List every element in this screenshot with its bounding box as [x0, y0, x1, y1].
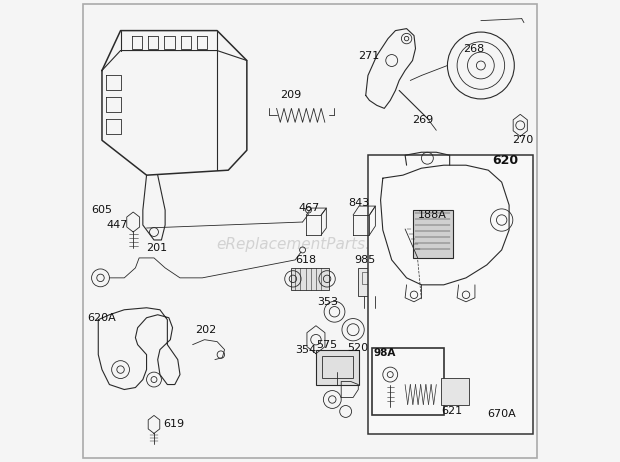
Text: 271: 271 [358, 50, 379, 61]
Text: 843: 843 [348, 198, 370, 208]
Text: 520: 520 [347, 343, 368, 353]
Text: eReplacementParts.com: eReplacementParts.com [216, 237, 404, 252]
Bar [371, 347, 444, 415]
Bar [322, 356, 353, 377]
Bar [362, 272, 378, 284]
Text: 618: 618 [295, 255, 316, 265]
Text: 605: 605 [91, 205, 112, 215]
Text: 620: 620 [492, 154, 518, 167]
Bar [368, 155, 533, 434]
Text: 447: 447 [107, 220, 128, 230]
Bar [358, 268, 383, 296]
Text: 985: 985 [355, 255, 376, 265]
Text: 188A: 188A [418, 210, 446, 220]
Bar [316, 350, 359, 384]
Text: 621: 621 [441, 407, 462, 416]
Text: 269: 269 [412, 116, 434, 125]
Text: 268: 268 [463, 43, 484, 54]
Text: 354: 354 [295, 345, 316, 355]
Text: 467: 467 [298, 203, 319, 213]
Bar [291, 268, 329, 290]
Text: 209: 209 [280, 91, 301, 100]
Text: 98A: 98A [374, 347, 396, 358]
Bar [412, 210, 453, 258]
Text: 201: 201 [146, 243, 167, 253]
Text: 620A: 620A [87, 313, 116, 323]
Text: 670A: 670A [487, 409, 516, 419]
Bar [441, 377, 469, 406]
Text: 353: 353 [317, 297, 339, 307]
Text: 619: 619 [163, 419, 184, 429]
Text: 575: 575 [316, 340, 337, 350]
Text: 202: 202 [195, 325, 216, 334]
Text: 270: 270 [512, 135, 533, 145]
